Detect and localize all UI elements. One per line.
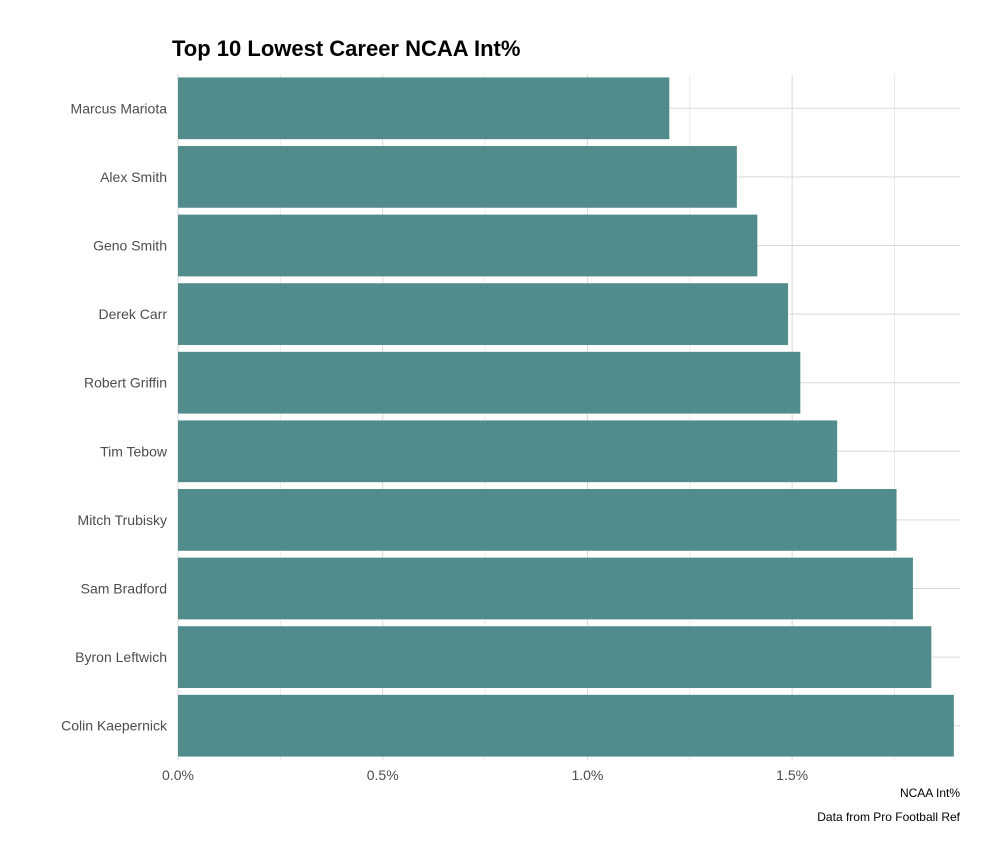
bar — [178, 694, 954, 757]
bar — [178, 420, 838, 483]
bar — [178, 214, 758, 277]
category-label: Tim Tebow — [100, 443, 168, 459]
category-label: Geno Smith — [93, 238, 167, 254]
x-tick-labels: 0.0% 0.5% 1.0% 1.5% — [162, 767, 808, 783]
category-label: Marcus Mariota — [71, 100, 168, 116]
x-tick-label: 0.5% — [367, 767, 399, 783]
category-label: Byron Leftwich — [75, 649, 167, 665]
category-label: Mitch Trubisky — [78, 512, 167, 528]
x-tick-label: 0.0% — [162, 767, 194, 783]
bar — [178, 77, 670, 140]
x-tick-label: 1.0% — [571, 767, 603, 783]
bar — [178, 489, 897, 551]
bar — [178, 283, 789, 345]
bars — [178, 77, 954, 757]
bar — [178, 146, 737, 208]
x-axis-title: NCAA Int% — [900, 786, 960, 800]
category-label: Colin Kaepernick — [61, 718, 168, 734]
bar — [178, 626, 932, 688]
category-labels: Marcus Mariota Alex Smith Geno Smith Derek … — [61, 100, 168, 733]
bar — [178, 351, 801, 414]
x-tick-label: 1.5% — [776, 767, 808, 783]
category-label: Alex Smith — [100, 169, 167, 185]
chart-title: Top 10 Lowest Career NCAA Int% — [172, 36, 521, 61]
category-label: Derek Carr — [99, 306, 168, 322]
caption: Data from Pro Football Ref — [817, 810, 960, 824]
category-label: Robert Griffin — [84, 375, 167, 391]
category-label: Sam Bradford — [81, 581, 167, 597]
bar — [178, 557, 913, 620]
